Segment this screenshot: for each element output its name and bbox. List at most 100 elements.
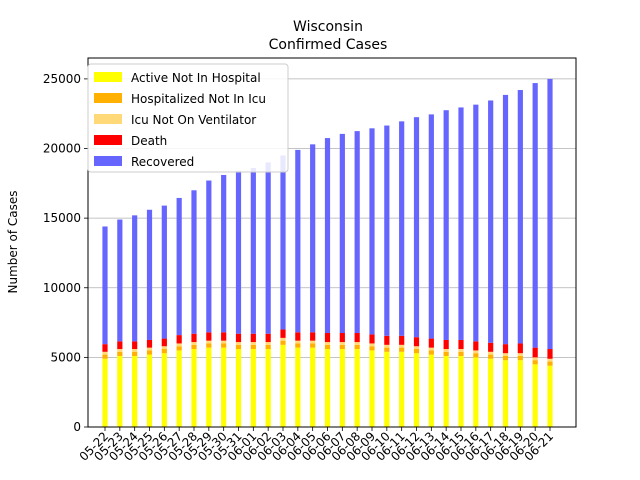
bar-segment bbox=[117, 349, 123, 352]
bar-segment bbox=[161, 346, 167, 350]
bar-segment bbox=[547, 78, 553, 350]
chart-title: Wisconsin bbox=[293, 19, 363, 35]
bar-segment bbox=[102, 351, 108, 355]
bar-segment bbox=[132, 351, 138, 356]
bar-segment bbox=[295, 332, 301, 341]
bar-segment bbox=[132, 215, 138, 342]
bar-segment bbox=[280, 344, 286, 427]
bar-segment bbox=[399, 351, 405, 427]
bar-segment bbox=[339, 333, 345, 343]
legend-swatch bbox=[94, 72, 122, 82]
bar-segment bbox=[547, 349, 553, 359]
y-axis: 0 5000 10000 15000 20000 25000 bbox=[43, 72, 88, 434]
bar-segment bbox=[502, 355, 509, 361]
plot-frame bbox=[87, 57, 577, 428]
bar-segment bbox=[399, 347, 405, 352]
bar-segment bbox=[532, 364, 538, 427]
y-tick-label: 15000 bbox=[43, 211, 81, 225]
bar-segment bbox=[280, 337, 286, 341]
legend-label: Active Not In Hospital bbox=[131, 71, 261, 85]
bar-segment bbox=[532, 357, 538, 361]
bar-segment bbox=[324, 349, 331, 427]
bar-segment bbox=[235, 349, 242, 427]
bar-segment bbox=[280, 155, 286, 330]
bar-segment bbox=[206, 332, 212, 341]
bar-segment bbox=[235, 333, 242, 343]
bar-segment bbox=[265, 349, 271, 427]
bar-segment bbox=[428, 354, 434, 427]
bar-segment bbox=[132, 341, 138, 350]
bar-segment bbox=[458, 355, 464, 427]
bar-segment bbox=[206, 340, 212, 344]
bars bbox=[102, 78, 553, 427]
bar-segment bbox=[221, 343, 227, 348]
bar-segment bbox=[413, 353, 420, 427]
bar-segment bbox=[310, 343, 316, 348]
bar-segment bbox=[369, 350, 375, 427]
bar-segment bbox=[354, 349, 360, 427]
bar-segment bbox=[517, 90, 523, 344]
bar-segment bbox=[384, 344, 390, 348]
bar-segment bbox=[502, 344, 509, 354]
bar-segment bbox=[413, 346, 420, 350]
bar-segment bbox=[473, 104, 479, 342]
bar-segment bbox=[176, 335, 182, 344]
bar-segment bbox=[146, 339, 153, 348]
bar-segment bbox=[517, 353, 523, 356]
bar-segment bbox=[191, 349, 197, 427]
bar-segment bbox=[310, 340, 316, 344]
bar-segment bbox=[502, 94, 509, 345]
bar-segment bbox=[413, 349, 420, 354]
bar-segment bbox=[161, 349, 167, 354]
bar-segment bbox=[146, 354, 153, 427]
bar-segment bbox=[265, 342, 271, 345]
bar-segment bbox=[221, 174, 227, 333]
legend-box bbox=[87, 63, 289, 173]
bar-segment bbox=[413, 117, 420, 338]
bar-segment bbox=[310, 144, 316, 333]
bar-segment bbox=[428, 338, 434, 348]
bar-segment bbox=[161, 205, 167, 339]
bar-segment bbox=[384, 125, 390, 336]
y-tick-label: 20000 bbox=[43, 142, 81, 156]
bar-segment bbox=[235, 342, 242, 345]
bar-segment bbox=[354, 342, 360, 345]
bar-segment bbox=[191, 190, 197, 334]
bar-segment bbox=[324, 344, 331, 350]
bar-segment bbox=[295, 343, 301, 348]
y-axis-label: Number of Cases bbox=[6, 190, 20, 293]
bar-segment bbox=[384, 335, 390, 345]
bar-segment bbox=[221, 347, 227, 427]
bar-segment bbox=[547, 361, 553, 366]
bar-segment bbox=[384, 351, 390, 427]
y-tick-label: 25000 bbox=[43, 72, 81, 86]
bar-segment bbox=[502, 360, 509, 427]
y-tick-label: 0 bbox=[73, 420, 81, 434]
bar-segment bbox=[102, 344, 108, 352]
bar-segment bbox=[206, 343, 212, 348]
bar-segment bbox=[280, 329, 286, 338]
bar-segment bbox=[517, 343, 523, 354]
bar-segment bbox=[458, 349, 464, 352]
bar-segment bbox=[443, 355, 449, 427]
bar-segment bbox=[547, 358, 553, 362]
bar-segment bbox=[473, 353, 479, 358]
bar-segment bbox=[146, 209, 153, 340]
bar-segment bbox=[502, 353, 509, 356]
bar-segment bbox=[532, 347, 538, 358]
bar-segment bbox=[473, 341, 479, 351]
bar-segment bbox=[265, 162, 271, 334]
bar-segment bbox=[369, 346, 375, 351]
bar-segment bbox=[176, 197, 182, 336]
bar-segment bbox=[117, 219, 123, 342]
bar-segment bbox=[191, 342, 197, 345]
bar-segment bbox=[161, 353, 167, 427]
bar-segment bbox=[547, 365, 553, 427]
bar-segment bbox=[532, 360, 538, 365]
bar-segment bbox=[413, 337, 420, 347]
bar-segment bbox=[473, 350, 479, 354]
bar-segment bbox=[324, 342, 331, 345]
legend-swatch bbox=[94, 135, 122, 145]
bar-segment bbox=[117, 351, 123, 356]
